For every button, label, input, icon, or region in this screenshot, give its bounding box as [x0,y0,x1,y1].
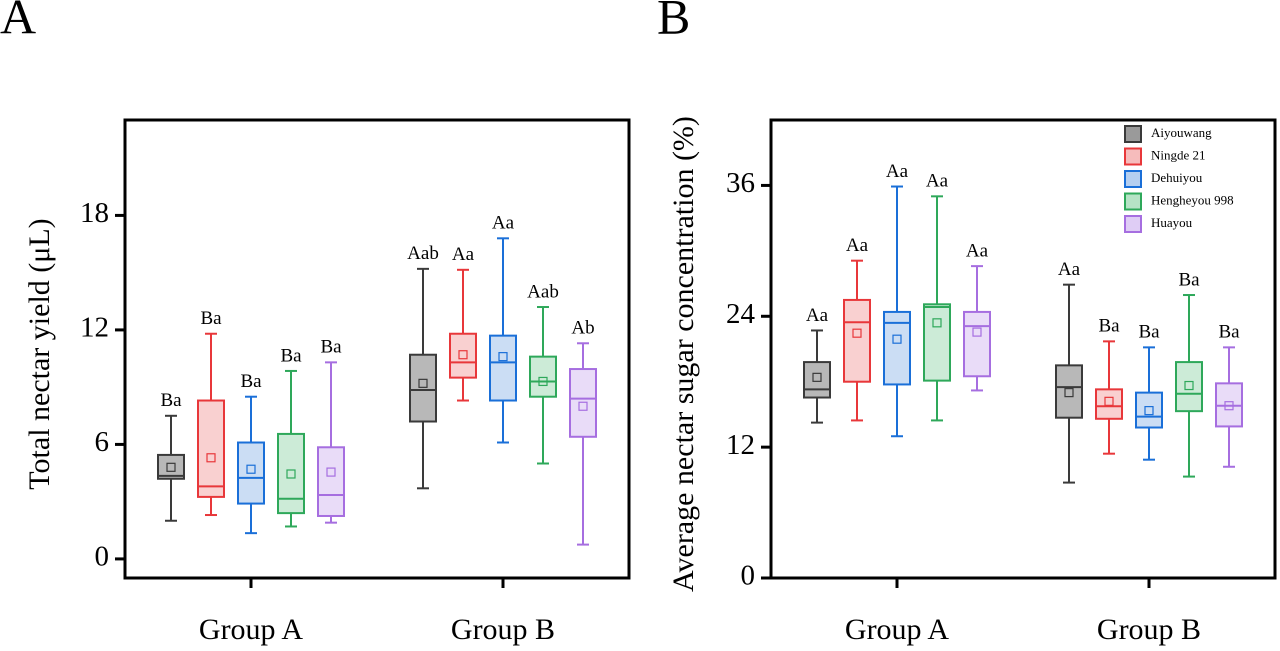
legend-swatch [1124,215,1142,233]
mean-marker [498,352,508,362]
legend-swatch [1124,125,1142,143]
box [843,298,871,383]
mean-marker [578,401,588,411]
legend-swatch [1124,170,1142,188]
mean-marker [812,372,822,382]
significance-label: Ba [160,390,182,411]
mean-marker [852,328,862,338]
box [1095,388,1123,420]
box [963,310,991,378]
mean-marker [1184,380,1194,391]
box [449,332,477,379]
box [317,446,345,517]
significance-label: Aa [966,240,989,261]
significance-label: Ab [571,318,594,339]
significance-label: Aa [1058,259,1081,280]
box [529,355,557,398]
legend-label: Ningde 21 [1151,147,1206,162]
plot-frame [769,118,1277,580]
significance-label: Ba [1218,322,1240,343]
box [489,334,517,402]
y-axis-label: Total nectar yield (μL) [23,218,56,489]
mean-marker [458,350,468,360]
legend-label: Aiyouwang [1151,125,1212,140]
significance-label: Aa [492,213,515,234]
significance-label: Aa [806,305,829,326]
legend-label: Hengheyou 998 [1151,192,1234,207]
box [569,368,597,438]
y-tick-label: 0 [95,541,110,573]
x-tick-label: Group B [1097,613,1201,646]
mean-marker [326,467,336,477]
mean-marker [1144,406,1154,416]
significance-label: Ba [200,308,222,329]
mean-marker [246,464,256,474]
mean-marker [418,378,428,388]
mean-marker [1104,396,1114,406]
mean-marker [1224,401,1234,411]
significance-label: Aab [407,243,439,264]
legend-swatch [1124,192,1142,211]
mean-marker [538,376,548,387]
mean-marker [206,453,216,463]
mean-marker [972,327,982,337]
y-tick-label: 12 [726,429,755,461]
box [923,303,951,382]
box [197,399,225,498]
significance-label: Ba [1178,269,1200,290]
x-tick-label: Group A [845,613,950,646]
y-tick-label: 6 [95,426,110,458]
significance-label: Aa [886,161,909,182]
significance-label: Aab [527,281,559,302]
y-tick-label: 18 [80,197,109,229]
significance-label: Ba [320,337,342,358]
box [1055,364,1083,419]
y-tick-label: 12 [80,312,109,344]
legend-label: Huayou [1151,215,1193,230]
y-axis-label: Average nectar sugar concentration (%) [667,116,700,592]
panel-label: A [0,0,36,44]
y-tick-label: 24 [726,298,756,330]
box [1135,391,1163,429]
x-tick-label: Group A [199,613,304,646]
mean-marker [166,462,176,472]
box [1175,361,1203,413]
mean-marker [932,318,942,328]
mean-marker [892,334,902,344]
significance-label: Aa [846,235,869,256]
significance-label: Ba [1138,322,1160,343]
mean-marker [286,469,296,479]
box [409,353,437,423]
x-tick-label: Group B [451,613,555,646]
mean-marker [1064,388,1074,398]
legend-label: Dehuiyou [1151,170,1203,185]
significance-label: Ba [280,345,302,366]
y-tick-label: 0 [741,560,756,592]
box [883,310,911,386]
y-tick-label: 36 [726,167,755,199]
significance-label: Aa [926,171,949,192]
box [157,453,185,480]
significance-label: Aa [452,244,475,265]
significance-label: Ba [1098,316,1120,337]
significance-label: Ba [240,371,262,392]
plot-frame [123,118,631,580]
panel-label: B [657,0,690,44]
legend-swatch [1124,147,1142,166]
box [803,361,831,399]
box [277,432,305,515]
